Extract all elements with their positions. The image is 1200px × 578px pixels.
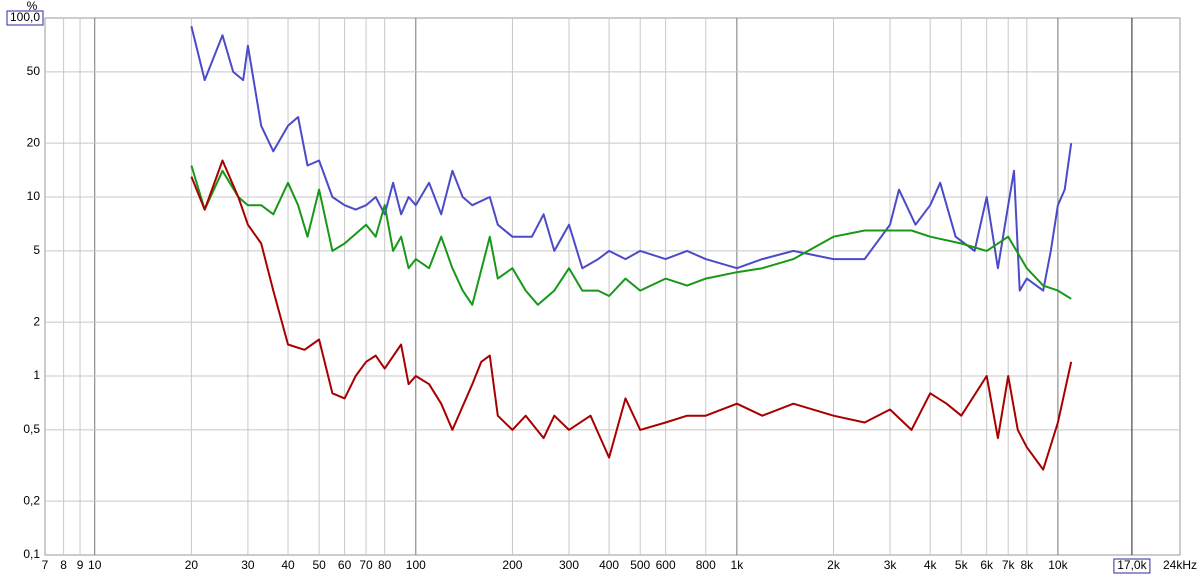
x-tick-label: 800 xyxy=(696,558,716,572)
y-tick-label: 100,0 xyxy=(10,10,40,24)
y-tick-label: 10 xyxy=(27,189,41,203)
y-tick-label: 0,2 xyxy=(23,493,40,507)
x-tick-label: 4k xyxy=(924,558,938,572)
x-tick-label: 6k xyxy=(980,558,994,572)
y-tick-box xyxy=(6,10,44,26)
y-tick-label: 50 xyxy=(27,64,41,78)
y-tick-label: 1 xyxy=(33,368,40,382)
series-line xyxy=(190,159,1073,471)
y-tick-label: 2 xyxy=(33,314,40,328)
series-line xyxy=(190,25,1073,292)
x-tick-label: 60 xyxy=(338,558,352,572)
x-tick-label: 10 xyxy=(88,558,102,572)
plot-frame xyxy=(44,17,1181,556)
x-tick-label: 80 xyxy=(378,558,392,572)
x-tick-label: 9 xyxy=(77,558,84,572)
x-tick-label: 10k xyxy=(1048,558,1068,572)
x-tick-label: 8k xyxy=(1020,558,1034,572)
x-tick-label: 24kHz xyxy=(1163,558,1197,572)
x-tick-label: 400 xyxy=(599,558,619,572)
x-tick-label: 40 xyxy=(281,558,295,572)
x-tick-label: 7k xyxy=(1002,558,1016,572)
x-tick-label: 500 xyxy=(630,558,650,572)
x-tick-label: 600 xyxy=(656,558,676,572)
y-tick-label: 0,1 xyxy=(23,547,40,561)
x-tick-label: 7 xyxy=(42,558,49,572)
y-tick-label: 20 xyxy=(27,135,41,149)
x-tick-label: 50 xyxy=(312,558,326,572)
y-axis-label: % xyxy=(27,0,38,13)
cursor-box xyxy=(1113,558,1151,574)
x-tick-label: 70 xyxy=(359,558,373,572)
x-tick-label: 2k xyxy=(827,558,841,572)
x-tick-label: 8 xyxy=(60,558,67,572)
x-tick-label: 200 xyxy=(502,558,522,572)
x-tick-label: 100 xyxy=(406,558,426,572)
x-tick-label: 300 xyxy=(559,558,579,572)
cursor-label: 17,0k xyxy=(1117,558,1147,572)
y-tick-label: 0,5 xyxy=(23,422,40,436)
series-line xyxy=(190,165,1072,306)
x-tick-label: 1k xyxy=(731,558,745,572)
x-tick-label: 20 xyxy=(185,558,199,572)
x-tick-label: 30 xyxy=(241,558,255,572)
x-tick-label: 3k xyxy=(884,558,898,572)
x-tick-label: 5k xyxy=(955,558,969,572)
y-tick-label: 5 xyxy=(33,243,40,257)
